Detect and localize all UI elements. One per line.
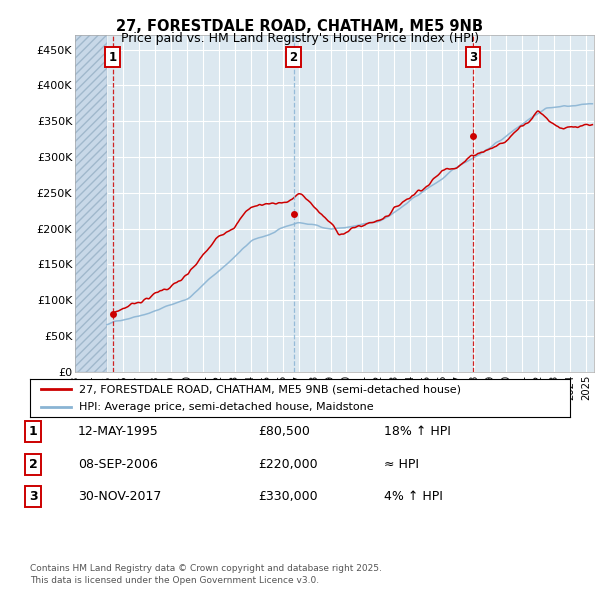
Text: 1: 1	[109, 51, 117, 64]
Text: 27, FORESTDALE ROAD, CHATHAM, ME5 9NB (semi-detached house): 27, FORESTDALE ROAD, CHATHAM, ME5 9NB (s…	[79, 384, 461, 394]
Text: 27, FORESTDALE ROAD, CHATHAM, ME5 9NB: 27, FORESTDALE ROAD, CHATHAM, ME5 9NB	[116, 19, 484, 34]
Text: 3: 3	[469, 51, 477, 64]
Text: £220,000: £220,000	[258, 458, 317, 471]
Text: 30-NOV-2017: 30-NOV-2017	[78, 490, 161, 503]
Text: 12-MAY-1995: 12-MAY-1995	[78, 425, 159, 438]
Text: Price paid vs. HM Land Registry's House Price Index (HPI): Price paid vs. HM Land Registry's House …	[121, 32, 479, 45]
Text: £330,000: £330,000	[258, 490, 317, 503]
Text: ≈ HPI: ≈ HPI	[384, 458, 419, 471]
Text: 2: 2	[29, 458, 37, 471]
Text: £80,500: £80,500	[258, 425, 310, 438]
Text: 2: 2	[290, 51, 298, 64]
Text: 4% ↑ HPI: 4% ↑ HPI	[384, 490, 443, 503]
Text: HPI: Average price, semi-detached house, Maidstone: HPI: Average price, semi-detached house,…	[79, 402, 373, 412]
Text: 18% ↑ HPI: 18% ↑ HPI	[384, 425, 451, 438]
Text: 1: 1	[29, 425, 37, 438]
Text: 3: 3	[29, 490, 37, 503]
Text: 08-SEP-2006: 08-SEP-2006	[78, 458, 158, 471]
Text: Contains HM Land Registry data © Crown copyright and database right 2025.
This d: Contains HM Land Registry data © Crown c…	[30, 565, 382, 585]
Bar	[75, 35, 107, 372]
